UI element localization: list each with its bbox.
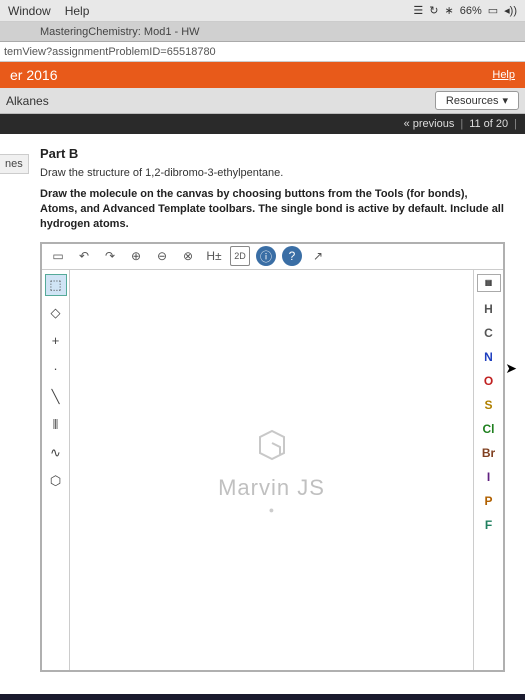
part-label: Part B — [40, 146, 515, 161]
help-link[interactable]: Help — [492, 69, 515, 81]
side-tab[interactable]: nes — [0, 154, 29, 174]
new-icon[interactable]: ▭ — [48, 246, 68, 266]
atom-cl[interactable]: Cl — [476, 418, 502, 440]
atom-p[interactable]: P — [476, 490, 502, 512]
wifi-icon: ☰ — [413, 4, 423, 17]
atom-s[interactable]: S — [476, 394, 502, 416]
course-title: er 2016 — [10, 67, 57, 83]
periodic-table-icon[interactable]: ▦ — [477, 274, 501, 292]
drawing-canvas: ▭ ↶ ↷ ⊕ ⊖ ⊗ H± 2D ⓘ ? ↗ ⬚ ◇ + · ╲ ⦀ ∿ ⬡ … — [40, 242, 505, 672]
ring-tool[interactable]: ⬡ — [45, 470, 67, 492]
expand-icon[interactable]: ↗ — [308, 246, 328, 266]
marvin-logo-icon — [252, 425, 292, 465]
page-counter: 11 of 20 — [469, 118, 508, 130]
chain-tool[interactable]: ∿ — [45, 442, 67, 464]
atom-h[interactable]: H — [476, 298, 502, 320]
sound-icon: ◂)) — [504, 4, 517, 17]
single-bond-tool[interactable]: ╲ — [45, 386, 67, 408]
instruction-1: Draw the structure of 1,2-dibromo-3-ethy… — [40, 167, 515, 179]
nav-sep: | — [460, 118, 463, 130]
top-toolbar: ▭ ↶ ↷ ⊕ ⊖ ⊗ H± 2D ⓘ ? ↗ — [42, 244, 503, 270]
nav-sep2: | — [514, 118, 517, 130]
url-bar[interactable]: temView?assignmentProblemID=65518780 — [0, 42, 525, 62]
canvas-drawing-area[interactable]: Marvin JS ● — [70, 270, 473, 670]
resources-button[interactable]: Resources ▾ — [435, 91, 519, 110]
bluetooth-icon: ∗ — [444, 4, 453, 17]
atom-i[interactable]: I — [476, 466, 502, 488]
nav-bar: « previous | 11 of 20 | — [0, 114, 525, 134]
battery-icon: ▭ — [488, 4, 498, 17]
view-2d[interactable]: 2D — [230, 246, 250, 266]
dot-tool[interactable]: · — [45, 358, 67, 380]
atom-c[interactable]: C — [476, 322, 502, 344]
instruction-2: Draw the molecule on the canvas by choos… — [40, 187, 515, 232]
help-icon[interactable]: ? — [282, 246, 302, 266]
refresh-icon: ↻ — [429, 4, 438, 17]
browser-tab[interactable]: MasteringChemistry: Mod1 - HW — [0, 22, 525, 42]
marvin-sub: ● — [269, 505, 274, 515]
info-icon[interactable]: ⓘ — [256, 246, 276, 266]
resources-label: Resources — [446, 95, 499, 107]
undo-icon[interactable]: ↶ — [74, 246, 94, 266]
os-menubar: Window Help ☰ ↻ ∗ 66% ▭ ◂)) — [0, 0, 525, 22]
hydrogen-toggle[interactable]: H± — [204, 246, 224, 266]
double-bond-tool[interactable]: ⦀ — [45, 414, 67, 436]
chevron-down-icon: ▾ — [502, 94, 508, 107]
course-header: er 2016 Help — [0, 62, 525, 88]
content-area: nes Part B Draw the structure of 1,2-dib… — [0, 134, 525, 694]
battery-text: 66% — [460, 5, 482, 17]
atom-f[interactable]: F — [476, 514, 502, 536]
topic-bar: Alkanes Resources ▾ — [0, 88, 525, 114]
charge-plus-tool[interactable]: + — [45, 330, 67, 352]
zoom-in-icon[interactable]: ⊕ — [126, 246, 146, 266]
marvin-label: Marvin JS — [218, 475, 325, 501]
menu-help[interactable]: Help — [65, 4, 90, 18]
atom-n[interactable]: N — [476, 346, 502, 368]
menu-window[interactable]: Window — [8, 4, 51, 18]
topic-title: Alkanes — [6, 94, 49, 108]
prev-link[interactable]: « previous — [404, 118, 455, 130]
tab-title: MasteringChemistry: Mod1 - HW — [40, 26, 200, 38]
erase-tool[interactable]: ◇ — [45, 302, 67, 324]
redo-icon[interactable]: ↷ — [100, 246, 120, 266]
atom-o[interactable]: O — [476, 370, 502, 392]
right-toolbar: ▦ H C N O S Cl Br I P F — [473, 270, 503, 670]
url-text: temView?assignmentProblemID=65518780 — [4, 46, 216, 58]
atom-br[interactable]: Br — [476, 442, 502, 464]
cursor-icon: ➤ — [505, 360, 517, 377]
select-tool[interactable]: ⬚ — [45, 274, 67, 296]
zoom-out-icon[interactable]: ⊖ — [152, 246, 172, 266]
left-toolbar: ⬚ ◇ + · ╲ ⦀ ∿ ⬡ — [42, 270, 70, 670]
delete-icon[interactable]: ⊗ — [178, 246, 198, 266]
